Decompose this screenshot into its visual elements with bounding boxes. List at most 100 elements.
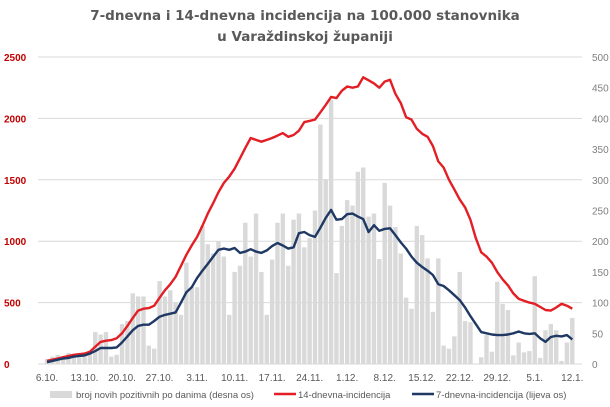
right-axis-tick-label: 500 [592, 53, 609, 64]
bar-daily-positive [162, 296, 168, 364]
bar-daily-positive [430, 311, 436, 364]
left-axis-tick-label: 2000 [4, 114, 27, 125]
bar-daily-positive [564, 342, 570, 364]
x-axis-tick-label: 3.11. [186, 373, 208, 384]
left-axis-tick-label: 1000 [4, 237, 27, 248]
bar-daily-positive [554, 330, 559, 364]
legend-swatch-bars [50, 391, 72, 398]
bar-daily-positive [441, 345, 446, 364]
bar-daily-positive [76, 357, 82, 364]
bar-daily-positive [302, 247, 307, 364]
legend-label-14-day: 14-dnevna-incidencija [298, 390, 391, 401]
bar-daily-positive [323, 179, 328, 364]
right-axis-tick-label: 200 [592, 237, 609, 248]
bar-daily-positive [291, 219, 296, 364]
bar-daily-positive [71, 356, 76, 364]
line-7-day-incidence [46, 208, 574, 364]
bar-daily-positive [361, 167, 366, 364]
bar-daily-positive [537, 357, 543, 364]
bar-daily-positive [425, 258, 430, 364]
bar-daily-positive [275, 222, 280, 364]
left-axis-tick-label: 0 [4, 360, 10, 371]
right-axis-tick-label: 50 [592, 329, 604, 340]
bar-daily-positive [216, 241, 221, 364]
right-axis-tick-label: 450 [592, 84, 609, 95]
bar-daily-positive [570, 317, 575, 364]
x-axis-tick-label: 17.11. [259, 373, 286, 384]
x-axis-tick-label: 1.12. [336, 373, 358, 384]
bar-daily-positive [478, 357, 484, 364]
bar-daily-positive [296, 213, 302, 364]
bar-daily-positive [307, 238, 312, 364]
bar-daily-positive [312, 210, 318, 364]
bar-daily-positive [334, 273, 339, 364]
bar-daily-positive [543, 330, 548, 364]
bar-daily-positive [200, 225, 205, 364]
bar-daily-positive [168, 290, 173, 364]
right-axis-tick-label: 250 [592, 207, 609, 218]
x-axis-tick-label: 24.11. [296, 373, 323, 384]
bar-daily-positive [109, 356, 114, 364]
x-axis-tick-label: 10.11. [221, 373, 248, 384]
bar-daily-positive [420, 235, 425, 364]
chart-title-line-2: u Varaždinskoj županiji [217, 29, 393, 45]
bar-daily-positive [328, 99, 334, 364]
x-axis-tick-label: 5.1. [526, 373, 543, 384]
x-axis-tick-label: 8.12. [374, 373, 396, 384]
bar-daily-positive [344, 200, 350, 364]
bar-daily-positive [387, 205, 393, 364]
bar-daily-positive [221, 256, 227, 364]
chart-title-line-1: 7-dnevna i 14-dnevna incidencija na 100.… [90, 8, 520, 24]
legend-label-7-day: 7-dnevna-incidencija (lijeva os) [436, 390, 566, 401]
bar-daily-positive [269, 259, 275, 364]
bar-daily-positive [264, 314, 269, 364]
bar-daily-positive [452, 336, 457, 364]
bar-daily-positive [146, 345, 152, 364]
bar-daily-positive [189, 287, 194, 364]
bar-daily-positive [366, 216, 371, 364]
bar-daily-positive [243, 222, 248, 364]
x-axis-tick-label: 22.12. [446, 373, 474, 384]
bar-daily-positive [194, 287, 200, 364]
bar-daily-positive [527, 351, 532, 364]
bar-daily-positive [135, 296, 141, 364]
bar-daily-positive [141, 296, 146, 364]
x-axis-tick-label: 6.10. [36, 373, 58, 384]
legend-label-bars: broj novih pozitivnih po danima (desna o… [76, 390, 254, 401]
bar-daily-positive [178, 314, 184, 364]
x-axis-tick-label: 27.10. [146, 373, 174, 384]
left-axis-tick-label: 500 [4, 299, 21, 310]
bar-daily-positive [253, 213, 259, 364]
x-axis-tick-label: 13.10. [71, 373, 99, 384]
left-axis-tick-label: 2500 [4, 53, 27, 64]
bar-daily-positive [377, 259, 382, 364]
bar-daily-positive [559, 360, 564, 364]
bar-daily-positive [125, 321, 130, 364]
bar-daily-positive [286, 265, 291, 364]
bar-daily-positive [457, 271, 462, 364]
bar-daily-positive [280, 213, 286, 364]
bar-daily-positive [484, 335, 489, 364]
bar-daily-positive [521, 352, 527, 364]
bar-daily-positive [152, 348, 157, 364]
x-axis-tick-label: 20.10. [108, 373, 136, 384]
right-axis-tick-label: 0 [592, 360, 598, 371]
x-axis-tick-label: 29.12. [483, 373, 511, 384]
bar-daily-positive [516, 342, 521, 364]
right-axis-tick-label: 350 [592, 145, 609, 156]
right-axis-tick-label: 400 [592, 114, 609, 125]
bar-daily-positive [446, 348, 452, 364]
x-axis-tick-label: 12.1. [561, 373, 583, 384]
bar-daily-positive [495, 281, 500, 364]
bar-daily-positive [60, 357, 66, 364]
bar-daily-positive [532, 276, 537, 364]
bar-daily-positive [318, 124, 323, 364]
bar-daily-positive [248, 256, 253, 364]
bar-daily-positive [511, 355, 516, 364]
bar-daily-positive [468, 322, 473, 364]
bar-daily-positive [489, 351, 495, 364]
bar-daily-positive [82, 354, 87, 364]
bar-daily-positive [232, 271, 237, 364]
line-14-day-incidence [46, 76, 573, 363]
